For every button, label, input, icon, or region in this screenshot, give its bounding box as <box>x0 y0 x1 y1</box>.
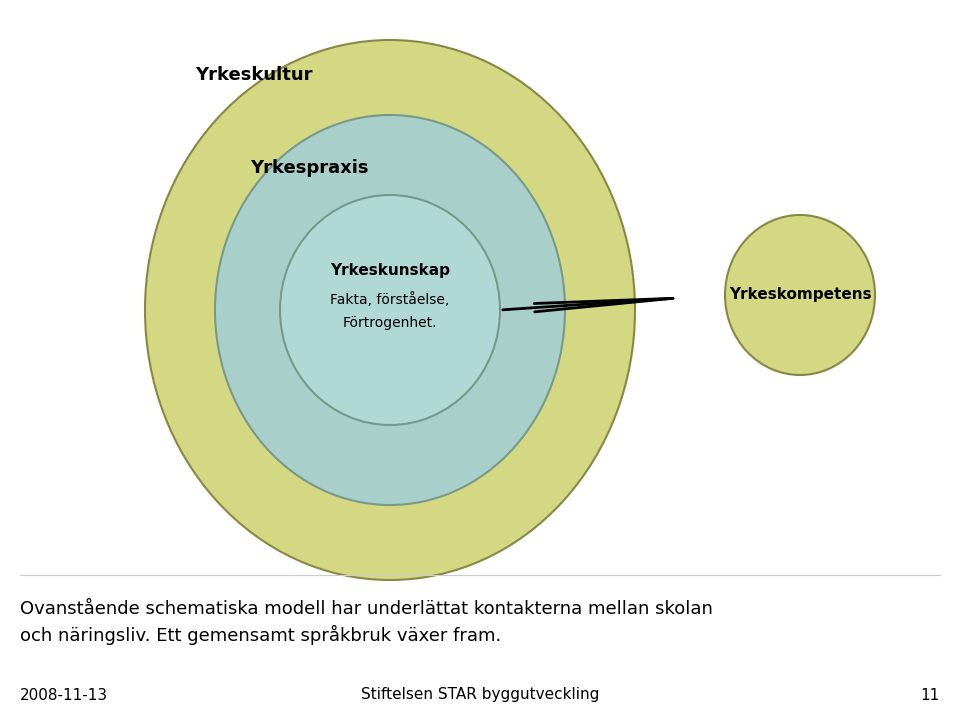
Text: Fakta, förståelse,: Fakta, förståelse, <box>330 293 449 307</box>
Text: Stiftelsen STAR byggutveckling: Stiftelsen STAR byggutveckling <box>361 687 599 702</box>
Text: Yrkeskunskap: Yrkeskunskap <box>330 263 450 278</box>
Text: 11: 11 <box>921 687 940 702</box>
Ellipse shape <box>145 40 635 580</box>
Text: och näringsliv. Ett gemensamt språkbruk växer fram.: och näringsliv. Ett gemensamt språkbruk … <box>20 625 501 645</box>
Text: 2008-11-13: 2008-11-13 <box>20 687 108 702</box>
Text: Förtrogenhet.: Förtrogenhet. <box>343 316 437 330</box>
Text: Yrkeskultur: Yrkeskultur <box>195 66 313 84</box>
Ellipse shape <box>725 215 875 375</box>
Text: Yrkespraxis: Yrkespraxis <box>250 159 369 177</box>
Ellipse shape <box>215 115 565 505</box>
Text: Ovanstående schematiska modell har underlättat kontakterna mellan skolan: Ovanstående schematiska modell har under… <box>20 600 713 618</box>
Text: Yrkeskompetens: Yrkeskompetens <box>729 288 872 302</box>
Ellipse shape <box>280 195 500 425</box>
